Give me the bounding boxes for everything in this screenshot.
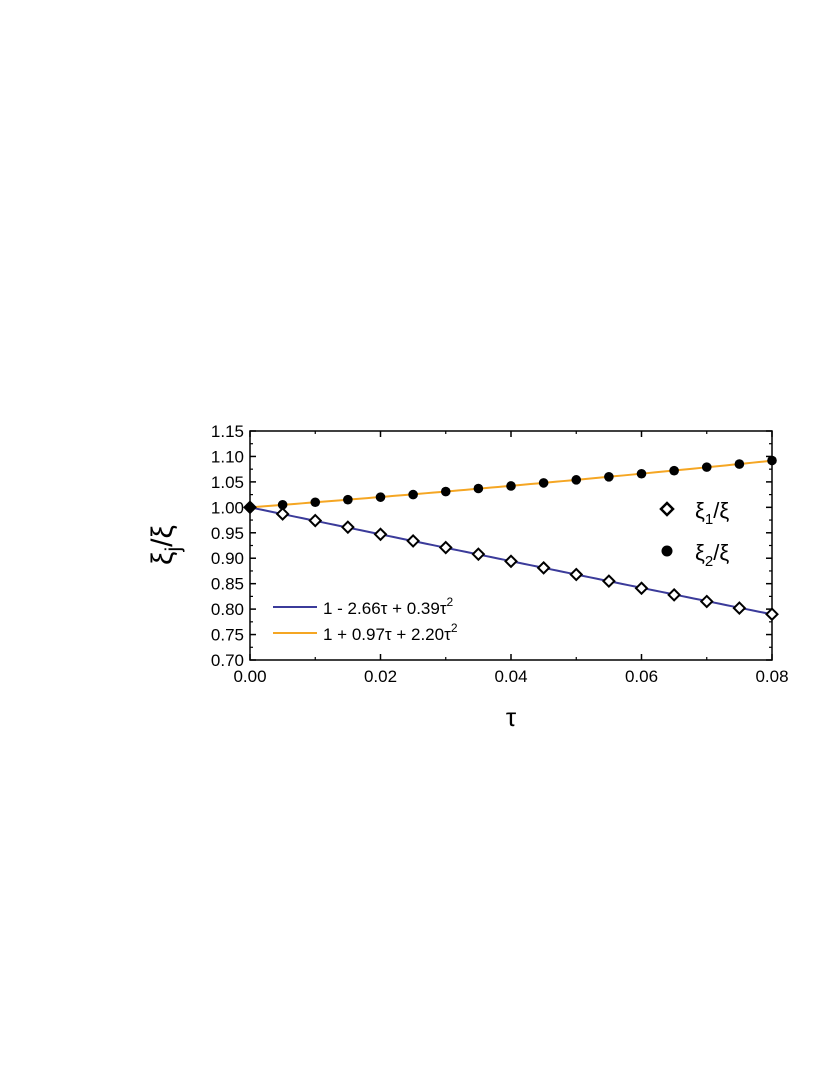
legend-label-xi2: ξ2/ξ	[695, 540, 729, 570]
xi1-point	[438, 540, 453, 555]
xi1-point	[601, 574, 616, 589]
xi2-point	[636, 468, 647, 479]
xi1-point	[308, 513, 323, 528]
xi1-point	[765, 607, 779, 622]
y-tick-label: 1.10	[211, 447, 244, 466]
xi1-point	[732, 601, 747, 616]
xi2-point	[734, 459, 745, 469]
xi2-point	[277, 499, 288, 510]
y-tick-label: 0.75	[211, 626, 244, 645]
xi2-point	[440, 486, 451, 497]
xi1-point	[340, 520, 355, 535]
xi2-point	[669, 465, 679, 476]
x-tick-label: 0.04	[494, 667, 527, 686]
y-tick-label: 0.95	[211, 524, 244, 543]
legend-label-xi1: ξ1/ξ	[695, 498, 729, 528]
xi1-point	[699, 594, 714, 609]
y-axis-label-base: ξ	[146, 552, 179, 565]
xi1-point	[471, 547, 486, 562]
y-tick-label: 0.70	[211, 651, 244, 670]
xi2-point	[506, 481, 516, 491]
x-tick-label: 0.08	[755, 667, 788, 686]
xi1-point	[667, 587, 682, 602]
xi1-point	[569, 567, 584, 582]
xi2-point	[604, 472, 614, 482]
legend-xi1-sub: 1	[705, 511, 713, 528]
xi2-point	[571, 475, 582, 485]
legend-xi1-base: ξ	[695, 498, 705, 523]
xi1-point	[275, 507, 290, 521]
legend-entry-xi2: ξ2/ξ	[661, 540, 729, 570]
y-axis-ticks: 0.70 0.75 0.80 0.85 0.90 0.95 1.00 1.05 1.10 1.15	[211, 422, 772, 670]
y-tick-label: 0.80	[211, 600, 244, 619]
fit-legend-label-1: 1 - 2.66τ + 0.39τ2	[323, 595, 454, 618]
fit-legend: 1 - 2.66τ + 0.39τ2 1 + 0.97τ + 2.20τ2	[273, 595, 458, 644]
y-tick-label: 1.05	[211, 473, 244, 492]
xi1-point	[373, 527, 388, 542]
fit-2-main: 1 + 0.97τ + 2.20τ	[323, 625, 451, 644]
xi1-point	[406, 534, 421, 548]
legend-entry-xi1: ξ1/ξ	[659, 498, 729, 528]
xi2-point	[408, 489, 418, 500]
x-tick-label: 0.00	[233, 667, 266, 686]
x-axis-ticks: 0.00 0.02 0.04 0.06 0.08	[233, 431, 789, 686]
y-tick-label: 0.85	[211, 575, 244, 594]
y-tick-label: 0.90	[211, 549, 244, 568]
xi2-point	[538, 478, 549, 488]
legend-xi2-after: /ξ	[713, 540, 729, 565]
legend-xi2-sub: 2	[705, 553, 713, 570]
fit-legend-label-2: 1 + 0.97τ + 2.20τ2	[323, 621, 458, 644]
legend-diamond-marker	[659, 501, 675, 517]
xi2-point	[767, 455, 777, 466]
xi2-point	[310, 497, 321, 508]
xi2-point	[343, 494, 353, 505]
xi2-point	[473, 483, 484, 494]
legend-xi1-after: /ξ	[713, 498, 729, 523]
y-axis-label-after: /ξ	[146, 525, 179, 547]
xi1-point	[504, 554, 518, 569]
data-markers	[243, 455, 779, 622]
xi2-point	[375, 492, 386, 502]
x-tick-label: 0.06	[625, 667, 658, 686]
y-axis-label-sub: j	[162, 547, 185, 553]
legend-xi2-base: ξ	[695, 540, 705, 565]
xi1-point	[634, 581, 649, 596]
fit-legend-entry-1: 1 - 2.66τ + 0.39τ2	[273, 595, 454, 618]
y-tick-label: 1.15	[211, 422, 244, 441]
y-axis-label: ξj/ξ	[146, 525, 185, 565]
fit-1-main: 1 - 2.66τ + 0.39τ	[323, 599, 447, 618]
fit-1-sup: 2	[447, 595, 454, 609]
xi2-point	[701, 462, 712, 472]
marker-legend: ξ1/ξ ξ2/ξ	[659, 498, 729, 570]
x-axis-label: τ	[506, 702, 517, 732]
fit-legend-entry-2: 1 + 0.97τ + 2.20τ2	[273, 621, 458, 644]
fit-2-sup: 2	[451, 621, 458, 635]
y-tick-label: 1.00	[211, 498, 244, 517]
xi1-point	[536, 560, 551, 575]
x-tick-label: 0.02	[364, 667, 397, 686]
legend-circle-marker	[661, 545, 673, 557]
